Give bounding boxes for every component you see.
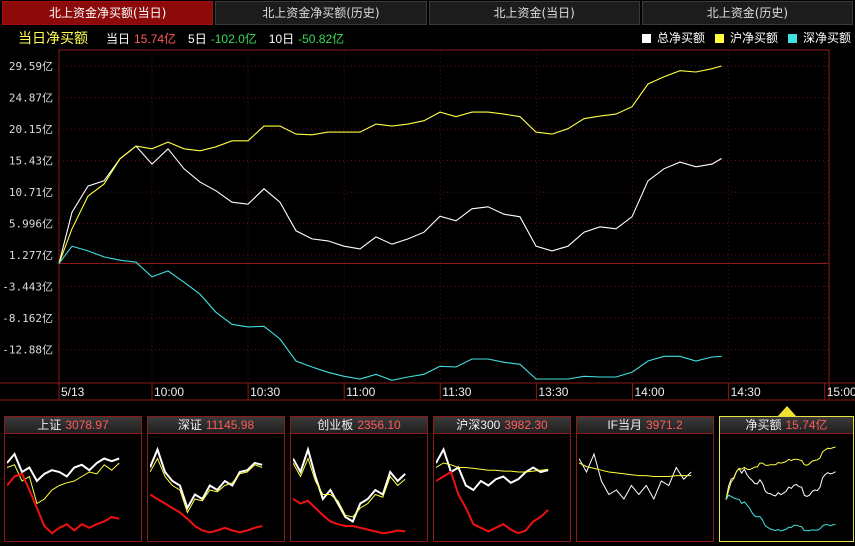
mini-chart-label: 上证 xyxy=(37,418,62,432)
mini-chart-1[interactable]: 上证 3078.97 xyxy=(4,416,142,542)
legend-label: 总净买额 xyxy=(656,31,705,45)
legend-swatch-white xyxy=(641,33,651,43)
tab-northbound-today[interactable]: 北上资金(当日) xyxy=(428,1,640,25)
y-tick-label: 29.59亿 xyxy=(9,60,53,73)
mini-chart-label: 沪深300 xyxy=(456,418,501,432)
mini-line xyxy=(436,470,549,535)
stats-line: 当日净买额 当日 15.74亿 5日 -102.0亿 10日 -50.82亿 xyxy=(18,27,356,50)
tab-bar: 北上资金净买额(当日) 北上资金净买额(历史) 北上资金(当日) 北上资金(历史… xyxy=(0,0,855,26)
x-tick-label: 11:30 xyxy=(442,385,471,399)
mini-line xyxy=(436,447,549,492)
mini-chart-value: 11145.98 xyxy=(205,418,255,432)
mini-line xyxy=(579,452,692,501)
x-tick-label: 5/13 xyxy=(61,385,85,399)
mini-chart-6[interactable]: 净买额 15.74亿 xyxy=(719,416,854,542)
x-tick-label: 11:00 xyxy=(346,385,375,399)
legend-label: 深净买额 xyxy=(802,31,851,45)
y-tick-label: 20.15亿 xyxy=(9,123,53,136)
main-line-chart: 29.59亿 24.87亿 20.15亿 15.43亿 10.71亿 5.996亿 1.27… xyxy=(0,49,855,401)
mini-chart-label: IF当月 xyxy=(607,418,642,432)
tab-net-buy-today[interactable]: 北上资金净买额(当日) xyxy=(2,1,214,25)
x-tick-label: 14:30 xyxy=(731,385,761,399)
mini-sparkline xyxy=(725,446,836,532)
5day-value: -102.0亿 xyxy=(210,32,257,46)
plot-frame xyxy=(58,49,830,384)
mini-line xyxy=(725,494,836,532)
mini-line xyxy=(436,462,549,473)
mini-sparkline xyxy=(7,452,120,535)
selected-indicator-icon xyxy=(778,406,796,416)
mini-line xyxy=(150,446,263,511)
mini-line xyxy=(150,457,263,514)
mini-line xyxy=(725,446,836,500)
mini-chart-value: 2356.10 xyxy=(357,418,401,432)
mini-sparkline xyxy=(150,446,263,534)
mini-line xyxy=(579,462,692,477)
series-line-sh xyxy=(58,65,722,264)
tab-northbound-history[interactable]: 北上资金(历史) xyxy=(641,1,853,25)
y-tick-label: -12.88亿 xyxy=(2,343,53,356)
today-value: 15.74亿 xyxy=(134,32,177,46)
tab-net-buy-history[interactable]: 北上资金净买额(历史) xyxy=(215,1,427,25)
mini-line xyxy=(293,498,406,535)
mini-chart-header: 沪深300 3982.30 xyxy=(434,417,570,434)
mini-chart-value: 15.74亿 xyxy=(785,418,828,432)
mini-chart-2[interactable]: 深证 11145.98 xyxy=(147,416,285,542)
legend-swatch-yellow xyxy=(714,33,724,43)
mini-chart-5[interactable]: IF当月 3971.2 xyxy=(576,416,714,542)
5day-label: 5日 xyxy=(188,32,207,46)
mini-chart-header: 净买额 15.74亿 xyxy=(720,417,853,434)
legend: 总净买额 沪净买额 深净买额 xyxy=(641,27,851,49)
mini-chart-label: 净买额 xyxy=(745,418,782,432)
y-tick-label: -3.443亿 xyxy=(2,281,53,294)
mini-line xyxy=(7,462,120,505)
mini-chart-header: IF当月 3971.2 xyxy=(577,417,713,434)
x-tick-label: 15:00 xyxy=(827,385,855,399)
stats-title: 当日净买额 xyxy=(18,30,88,46)
mini-chart-value: 3982.30 xyxy=(504,418,548,432)
legend-label: 沪净买额 xyxy=(729,31,778,45)
mini-chart-value: 3971.2 xyxy=(645,418,683,432)
mini-sparkline xyxy=(436,447,549,535)
series-line-sz xyxy=(58,245,722,381)
x-tick-label: 10:00 xyxy=(154,385,184,399)
legend-sz: 深净买额 xyxy=(787,27,851,49)
legend-sh: 沪净买额 xyxy=(714,27,778,49)
mini-chart-3[interactable]: 创业板 2356.10 xyxy=(290,416,428,542)
y-tick-label: -8.162亿 xyxy=(2,312,53,325)
legend-total: 总净买额 xyxy=(641,27,705,49)
series-line-total xyxy=(58,145,722,264)
y-tick-label: 10.71亿 xyxy=(9,186,53,199)
today-label: 当日 xyxy=(106,32,131,46)
y-tick-label: 15.43亿 xyxy=(9,155,53,168)
mini-line xyxy=(7,452,120,483)
mini-chart-4[interactable]: 沪深300 3982.30 xyxy=(433,416,571,542)
x-tick-label: 14:00 xyxy=(635,385,665,399)
mini-line xyxy=(293,457,406,518)
y-tick-label: 1.277亿 xyxy=(9,249,53,262)
legend-swatch-cyan xyxy=(787,33,797,43)
y-tick-label: 5.996亿 xyxy=(9,218,53,231)
mini-line xyxy=(150,493,263,534)
x-tick-label: 13:30 xyxy=(538,385,568,399)
10day-value: -50.82亿 xyxy=(298,32,345,46)
mini-chart-header: 上证 3078.97 xyxy=(5,417,141,434)
mini-sparkline xyxy=(579,452,692,501)
mini-sparkline xyxy=(293,446,406,535)
10day-label: 10日 xyxy=(268,32,295,46)
mini-chart-value: 3078.97 xyxy=(65,418,109,432)
mini-chart-label: 深证 xyxy=(177,418,202,432)
mini-line xyxy=(293,446,406,523)
y-tick-label: 24.87亿 xyxy=(9,92,53,105)
mini-line xyxy=(725,467,836,500)
x-tick-label: 10:30 xyxy=(250,385,280,399)
stats-row: 当日净买额 当日 15.74亿 5日 -102.0亿 10日 -50.82亿 总… xyxy=(0,27,855,49)
mini-chart-header: 创业板 2356.10 xyxy=(291,417,427,434)
mini-chart-header: 深证 11145.98 xyxy=(148,417,284,434)
mini-line xyxy=(7,472,120,535)
mini-chart-label: 创业板 xyxy=(317,418,354,432)
